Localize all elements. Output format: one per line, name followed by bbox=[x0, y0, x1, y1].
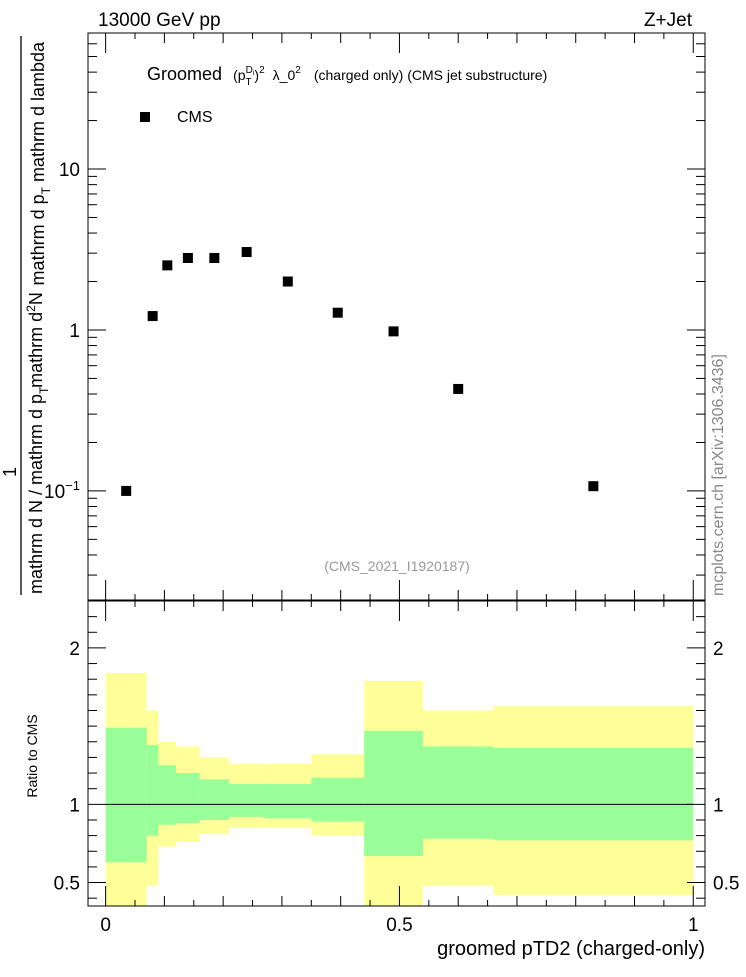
main-y-axis-label: 1 mathrm d2N mathrm d pT mathrm d lambda… bbox=[0, 36, 53, 595]
x-axis-label: groomed pTD2 (charged-only) bbox=[437, 938, 705, 960]
analysis-tag: (CMS_2021_I1920187) bbox=[324, 558, 470, 574]
ratio-y-tick-label-right: 1 bbox=[713, 795, 724, 816]
main-y-tick-label: 10−1 bbox=[44, 478, 80, 503]
ratio-inner-band bbox=[493, 748, 694, 841]
ratio-inner-band bbox=[311, 777, 365, 822]
cms-data-point bbox=[162, 260, 173, 271]
main-y-tick-label: 1 bbox=[69, 321, 80, 342]
cms-data-point bbox=[588, 481, 599, 492]
cms-data-point bbox=[332, 307, 343, 318]
cms-data-point bbox=[147, 311, 158, 322]
ratio-inner-band bbox=[264, 784, 312, 819]
plot-title: Groomed (pTDi)2 λ_02 (charged only) (CMS… bbox=[147, 57, 547, 88]
ratio-inner-band bbox=[199, 779, 230, 820]
x-tick-label: 1 bbox=[688, 915, 699, 936]
cms-data-point bbox=[121, 485, 132, 496]
cms-data-series bbox=[121, 247, 599, 496]
cms-data-point bbox=[241, 247, 252, 258]
y-label-numerator: mathrm d2N bbox=[24, 292, 46, 388]
ratio-inner-band bbox=[229, 784, 265, 817]
ratio-y-tick-label-right: 0.5 bbox=[713, 874, 739, 895]
energy-label: 13000 GeV pp bbox=[98, 10, 221, 31]
cms-data-point bbox=[209, 252, 220, 263]
ratio-inner-band bbox=[364, 730, 423, 856]
x-tick-label: 0.5 bbox=[386, 915, 412, 936]
ratio-y-tick-label-left: 1 bbox=[69, 795, 80, 816]
main-y-tick-label: 10 bbox=[59, 160, 80, 181]
ratio-inner-band bbox=[422, 746, 494, 839]
ratio-plot-frame bbox=[87, 600, 706, 907]
ratio-y-label: Ratio to CMS bbox=[24, 714, 40, 797]
y-label-numerator-line2: mathrm d pT mathrm d lambda bbox=[28, 41, 53, 285]
ratio-inner-band bbox=[146, 744, 159, 836]
main-axis-ticks: 10 1 10−1 bbox=[44, 33, 705, 600]
ratio-inner-band bbox=[176, 773, 200, 824]
cms-data-point bbox=[453, 383, 464, 394]
ratio-y-tick-label-left: 0.5 bbox=[54, 874, 80, 895]
y-label-prefactor: 1 bbox=[0, 467, 20, 477]
ratio-inner-band bbox=[105, 727, 147, 863]
cms-data-point bbox=[388, 326, 399, 337]
cms-data-point bbox=[182, 252, 193, 263]
ratio-inner-band bbox=[158, 765, 177, 825]
legend-marker-cms bbox=[140, 112, 150, 122]
ratio-y-tick-label-left: 2 bbox=[69, 639, 80, 660]
x-tick-label: 0 bbox=[100, 915, 111, 936]
side-source-label: mcplots.cern.ch [arXiv:1306.3436] bbox=[710, 354, 727, 596]
main-plot-frame bbox=[87, 32, 706, 601]
legend-label-cms: CMS bbox=[177, 109, 213, 126]
y-label-denominator: mathrm d N / mathrm d pT bbox=[26, 386, 51, 594]
process-label: Z+Jet bbox=[644, 10, 693, 31]
ratio-y-tick-label-right: 2 bbox=[713, 639, 724, 660]
cms-data-point bbox=[282, 276, 293, 287]
ratio-bands bbox=[105, 672, 694, 906]
ratio-axis-ticks: 2 2 1 1 0.5 0.5 0 0.5 1 bbox=[54, 601, 739, 936]
